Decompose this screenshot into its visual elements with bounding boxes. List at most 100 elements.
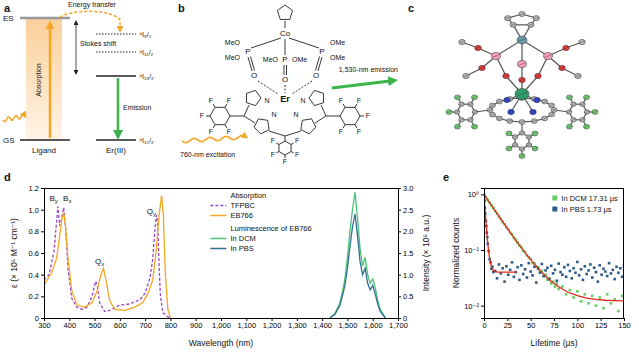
atom bbox=[567, 124, 573, 129]
tick: 1.0 bbox=[398, 271, 413, 280]
atom bbox=[580, 118, 586, 122]
atom bbox=[489, 103, 495, 108]
tick: 50 bbox=[527, 318, 535, 330]
point bbox=[606, 275, 609, 278]
tick: 25 bbox=[504, 318, 512, 330]
point bbox=[591, 276, 594, 279]
atom-axis bbox=[455, 126, 460, 128]
atom-axis bbox=[542, 118, 547, 120]
atom-label: F bbox=[209, 128, 213, 135]
tick-mark bbox=[481, 194, 484, 195]
tick-label: 1,500 bbox=[339, 321, 358, 330]
label: ⁴I₁₁/₂ bbox=[139, 49, 154, 56]
point bbox=[552, 272, 555, 275]
point bbox=[561, 285, 564, 288]
axis-line bbox=[399, 189, 402, 319]
plot-area bbox=[44, 192, 385, 318]
atom bbox=[549, 112, 555, 117]
bond bbox=[291, 152, 294, 154]
tick-label: 0.4 bbox=[29, 271, 39, 280]
atom-label: F bbox=[366, 112, 370, 119]
atom-axis bbox=[459, 103, 463, 105]
frame bbox=[484, 188, 624, 189]
atom-axis bbox=[455, 96, 460, 98]
tick-label: 0 bbox=[403, 314, 407, 323]
atom-axis bbox=[520, 148, 524, 150]
point bbox=[584, 265, 587, 268]
bond bbox=[269, 131, 285, 136]
atom bbox=[459, 102, 465, 106]
atom-axis bbox=[507, 120, 512, 122]
line bbox=[330, 192, 386, 318]
atom-axis bbox=[571, 103, 575, 105]
stokes-arrow bbox=[76, 22, 77, 73]
atom-axis bbox=[593, 111, 598, 113]
atom-axis bbox=[513, 144, 517, 146]
tick: 700 bbox=[139, 318, 152, 330]
atom bbox=[571, 102, 577, 106]
point bbox=[529, 270, 532, 273]
tick-mark bbox=[41, 296, 44, 297]
legend-title: Luminescence of EB766 bbox=[230, 224, 311, 233]
point bbox=[610, 302, 613, 305]
atom bbox=[528, 22, 534, 27]
point bbox=[520, 264, 523, 267]
atom-axis bbox=[518, 39, 526, 42]
atom bbox=[533, 16, 539, 21]
point bbox=[574, 271, 577, 274]
atom-axis bbox=[571, 119, 575, 121]
atom bbox=[455, 124, 461, 129]
atom bbox=[559, 65, 566, 70]
bond bbox=[343, 104, 345, 107]
point bbox=[569, 270, 572, 273]
atom-axis bbox=[584, 96, 589, 98]
atom bbox=[534, 97, 541, 102]
point bbox=[606, 293, 609, 296]
atom bbox=[549, 103, 555, 108]
label: GS bbox=[3, 136, 15, 145]
atom-label: F bbox=[209, 97, 213, 104]
atom-axis bbox=[468, 119, 472, 121]
tick: 75 bbox=[550, 318, 558, 330]
tick-label: 150 bbox=[618, 321, 631, 330]
level-line bbox=[96, 75, 136, 77]
axis-title: Lifetime (μs) bbox=[531, 338, 578, 348]
legend-swatch bbox=[210, 248, 226, 250]
bond bbox=[286, 65, 287, 75]
tick-label: 1,600 bbox=[364, 321, 383, 330]
atom-axis bbox=[567, 111, 571, 113]
atom bbox=[519, 11, 525, 16]
tick-mark bbox=[481, 250, 484, 251]
bond bbox=[276, 152, 279, 154]
subscript: x bbox=[101, 261, 104, 267]
atom-axis bbox=[528, 24, 533, 26]
atom bbox=[542, 116, 548, 121]
panel-letter: e bbox=[443, 171, 449, 183]
tick-label: 75 bbox=[550, 321, 558, 330]
atom-axis bbox=[497, 118, 502, 120]
axis: 00.20.40.60.81.01.2 bbox=[29, 184, 45, 323]
bond bbox=[284, 65, 285, 75]
level-line bbox=[20, 17, 70, 20]
point bbox=[541, 263, 544, 266]
tick: 1,000 bbox=[212, 318, 231, 330]
atom bbox=[592, 110, 598, 115]
excitation-arrow bbox=[182, 135, 246, 142]
atom-axis bbox=[519, 13, 524, 15]
point bbox=[524, 268, 527, 271]
atom-label: Co bbox=[280, 29, 291, 38]
atom-label: N bbox=[271, 111, 276, 118]
tick-mark bbox=[41, 231, 44, 232]
atom bbox=[532, 146, 538, 151]
atom bbox=[571, 118, 577, 122]
tick-label: 500 bbox=[89, 321, 102, 330]
tick: 0.5 bbox=[398, 292, 413, 301]
tick: 800 bbox=[165, 318, 178, 330]
tick: 0.6 bbox=[29, 249, 44, 258]
tick: 0.4 bbox=[29, 271, 44, 280]
tick-label: 0.5 bbox=[403, 292, 413, 301]
point bbox=[554, 269, 557, 272]
atom-label: OMe bbox=[330, 54, 345, 61]
atom bbox=[508, 109, 515, 114]
atom bbox=[459, 39, 466, 44]
